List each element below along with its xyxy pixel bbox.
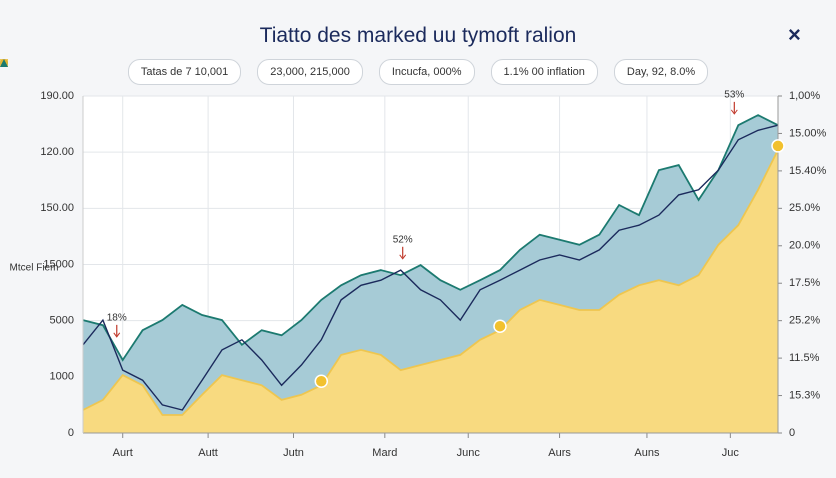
highlight-point xyxy=(314,374,329,389)
area xyxy=(83,149,778,433)
legend-item[interactable]: Incucfa, 000% xyxy=(0,59,475,85)
annotation: 53% xyxy=(724,90,744,101)
area-line xyxy=(82,149,779,416)
y-tick-label: 1000 xyxy=(50,371,74,383)
annotation-arrowhead xyxy=(730,109,738,115)
highlight-point xyxy=(771,139,785,153)
annotation: 52% xyxy=(393,234,413,245)
y2-tick-label: 15.40% xyxy=(789,165,827,177)
annotation: 18% xyxy=(107,312,127,323)
y-tick-label: 0 xyxy=(68,427,74,439)
x-tick-label: Autt xyxy=(198,447,218,459)
y2-tick-label: 0 xyxy=(789,427,795,439)
x-tick-label: Aurt xyxy=(113,447,133,459)
y-tick-label: 190.00 xyxy=(40,90,74,102)
y2-tick-label: 25.2% xyxy=(789,315,820,327)
legend-marker xyxy=(0,59,8,67)
x-tick-label: Juc xyxy=(722,447,740,459)
y2-tick-label: 11.5% xyxy=(789,352,820,364)
y-tick-label: 15000 xyxy=(43,258,74,270)
chart-title: Tiatto des marked uu tymoft ralion xyxy=(259,24,577,47)
y-tick-label: 150.00 xyxy=(40,202,74,214)
highlight-point xyxy=(493,319,507,333)
legend-item[interactable]: Day, 92, 8.0% xyxy=(0,59,709,85)
area-line xyxy=(82,114,779,362)
annotation-arrowhead xyxy=(113,332,121,338)
x-tick-label: Mard xyxy=(372,447,397,459)
legend-item[interactable]: 23,000, 215,000 xyxy=(0,59,363,85)
y2-tick-label: 20.0% xyxy=(789,240,820,252)
legend: Tatas de 7 10,001 23,000, 215,000 Incucfa,… xyxy=(0,59,836,85)
legend-label: Incucfa, 000% xyxy=(391,66,462,78)
x-tick-label: Aurs xyxy=(548,447,571,459)
y2-tick-label: 1,00% xyxy=(789,90,820,102)
x-tick-label: Junc xyxy=(457,447,481,459)
y-tick-label: 5000 xyxy=(50,315,74,327)
legend-label: Day, 92, 8.0% xyxy=(626,66,696,78)
y-tick-label: 120.00 xyxy=(40,146,74,158)
y2-tick-label: 15.00% xyxy=(789,127,827,139)
y2-tick-label: 25.0% xyxy=(789,202,820,214)
legend-marker-shape xyxy=(0,59,8,67)
legend-label: 23,000, 215,000 xyxy=(270,66,350,78)
legend-item[interactable]: 1.1% 00 inflation xyxy=(0,59,598,85)
legend-item[interactable]: Tatas de 7 10,001 xyxy=(0,59,242,85)
legend-label: 1.1% 00 inflation xyxy=(503,66,585,78)
close-button[interactable]: × xyxy=(788,22,801,47)
y-axis-label: Mtcel Fiem xyxy=(10,263,59,274)
x-tick-label: Jutn xyxy=(283,447,304,459)
x-tick-label: Auns xyxy=(634,447,660,459)
annotation-arrowhead xyxy=(399,254,407,260)
y2-tick-label: 17.5% xyxy=(789,277,820,289)
line xyxy=(82,124,779,411)
y2-tick-label: 15.3% xyxy=(789,389,820,401)
legend-label: Tatas de 7 10,001 xyxy=(140,66,229,78)
